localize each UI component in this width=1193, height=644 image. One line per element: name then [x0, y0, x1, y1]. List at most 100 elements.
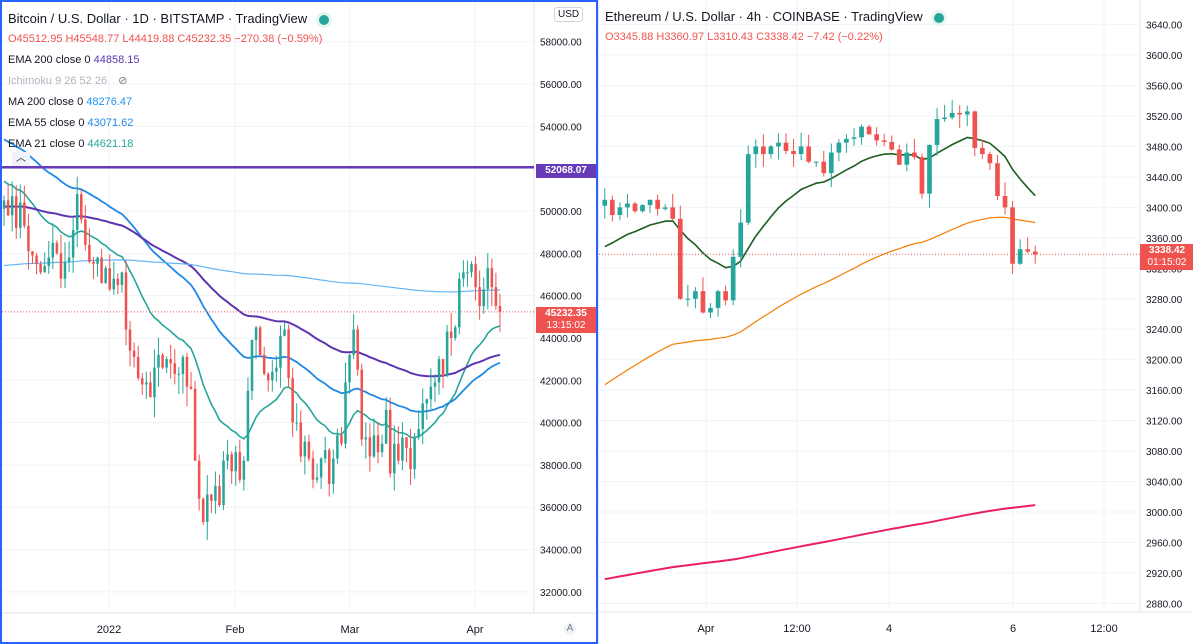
y-tick-label: 54000.00	[540, 122, 582, 133]
y-tick-label: 40000.00	[540, 419, 582, 430]
candle-body	[942, 117, 947, 120]
candle-body	[376, 435, 380, 453]
candle-body	[27, 225, 30, 252]
x-tick-label: Apr	[697, 623, 714, 635]
candle-body	[116, 278, 120, 286]
ema200-line	[4, 205, 501, 378]
candle-body	[193, 388, 197, 461]
candle-body	[352, 329, 355, 355]
candle-body	[287, 329, 290, 379]
candle-body	[964, 111, 970, 115]
candle-body	[828, 152, 834, 174]
y-tick-label: 32000.00	[540, 588, 582, 599]
candle-body	[189, 386, 193, 389]
candle-body	[210, 494, 213, 501]
candle-body	[466, 272, 469, 274]
y-tick-label: 50000.00	[540, 207, 582, 218]
candle-body	[43, 266, 46, 273]
chevron-up-icon[interactable]: ︿	[12, 152, 30, 166]
candle-body	[486, 268, 490, 290]
hline-price-tag: 52068.07	[536, 164, 596, 178]
candle-body	[368, 437, 372, 457]
ema21-legend[interactable]: EMA 21 close 0 44621.18	[8, 138, 134, 150]
candle-body	[640, 205, 645, 212]
candle-body	[6, 200, 10, 216]
btc-chart-panel[interactable]: 58000.0056000.0054000.0052000.0050000.00…	[0, 0, 598, 644]
candle-body	[238, 452, 242, 480]
candle-body	[55, 242, 59, 254]
candle-body	[254, 327, 258, 341]
btc-chart-canvas[interactable]: 58000.0056000.0054000.0052000.0050000.00…	[2, 2, 596, 642]
ema200-legend[interactable]: EMA 200 close 0 44858.15	[8, 54, 140, 66]
candle-body	[405, 437, 408, 448]
eth-ohlc-readout: O3345.88 H3360.97 L3310.43 C3338.42 −7.4…	[605, 31, 883, 43]
ma200-legend[interactable]: MA 200 close 0 48276.47	[8, 96, 133, 108]
currency-selector[interactable]: USD	[554, 7, 584, 22]
y-tick-label: 58000.00	[540, 38, 582, 49]
candle-body	[96, 257, 99, 264]
candle-body	[700, 291, 706, 313]
candle-body	[169, 359, 172, 364]
candle-body	[75, 194, 79, 231]
eye-hidden-icon[interactable]: ⊘	[118, 75, 128, 87]
candle-body	[662, 207, 668, 209]
candle-body	[927, 144, 932, 194]
sma-mid-line	[604, 216, 1036, 386]
candle-body	[384, 409, 388, 444]
candle-body	[1032, 251, 1038, 255]
eth-last-price-tag: 3338.42 01:15:02	[1140, 244, 1193, 270]
eth-chart-canvas[interactable]: 3640.00 3600.00 3560.00 3520.00 3480.00 3440.…	[599, 0, 1193, 644]
candle-body	[51, 242, 55, 258]
candle-body	[494, 287, 498, 306]
candle-body	[88, 244, 91, 262]
candle-body	[393, 443, 396, 474]
candle-body	[279, 335, 282, 368]
ema55-legend[interactable]: EMA 55 close 0 43071.62	[8, 117, 134, 129]
candle-body	[303, 441, 307, 457]
eth-chart-panel[interactable]: 3640.00 3600.00 3560.00 3520.00 3480.00 3440.…	[598, 0, 1193, 644]
candle-body	[364, 437, 368, 440]
y-tick-label: 2880.00	[1146, 599, 1183, 610]
candle-body	[934, 119, 940, 145]
candle-body	[783, 142, 789, 152]
candle-body	[161, 354, 164, 368]
candle-body	[821, 161, 827, 174]
y-tick-label: 3560.00	[1146, 82, 1183, 93]
candle-body	[10, 196, 14, 216]
candle-body	[632, 203, 638, 212]
candle-body	[670, 207, 676, 219]
y-tick-label: 2920.00	[1146, 569, 1183, 580]
candle-body	[14, 196, 18, 228]
candle-body	[63, 261, 67, 279]
y-tick-label: 3440.00	[1146, 173, 1183, 184]
candle-body	[360, 369, 364, 440]
candle-body	[490, 268, 494, 288]
x-tick-label: Feb	[226, 624, 245, 636]
candle-body	[165, 359, 168, 368]
y-tick-label: 3200.00	[1146, 356, 1183, 367]
candle-body	[609, 199, 615, 215]
candle-body	[474, 263, 477, 288]
candle-body	[19, 202, 22, 228]
candle-body	[2, 200, 6, 209]
candle-body	[291, 378, 294, 423]
candle-body	[904, 152, 910, 165]
candle-body	[177, 373, 181, 375]
candle-body	[449, 331, 453, 338]
candle-body	[881, 140, 887, 142]
candle-body	[1025, 249, 1031, 252]
candle-body	[972, 111, 978, 148]
candle-body	[271, 371, 274, 381]
auto-scale-button[interactable]: A	[564, 623, 576, 635]
candle-body	[813, 161, 819, 163]
candle-body	[234, 452, 237, 472]
y-tick-label: 3040.00	[1146, 478, 1183, 489]
candle-body	[295, 422, 298, 424]
ichimoku-legend[interactable]: Ichimoku 9 26 52 26 ⊘	[8, 71, 329, 92]
candle-body	[874, 134, 879, 141]
candle-body	[185, 356, 189, 387]
candle-body	[39, 263, 42, 273]
candle-body	[397, 443, 400, 461]
candle-body	[31, 251, 34, 256]
candle-body	[47, 257, 51, 267]
